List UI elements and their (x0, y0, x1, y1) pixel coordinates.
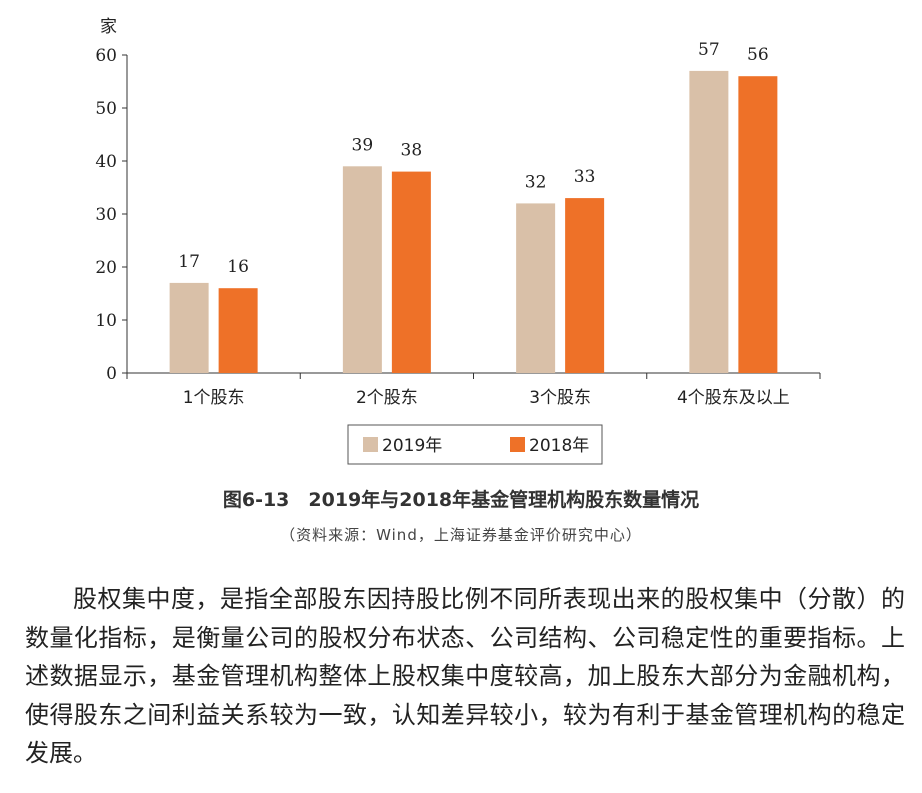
bar (738, 76, 778, 373)
y-axis: 0 10 20 30 40 50 60 (95, 46, 128, 384)
y-tick-label: 10 (95, 311, 117, 331)
y-tick-label: 0 (106, 364, 117, 384)
bar-value-label: 32 (525, 172, 547, 192)
figure-source: （资料来源：Wind，上海证券基金评价研究中心） (280, 526, 642, 544)
bar (169, 282, 209, 373)
y-tick-label: 20 (95, 258, 117, 278)
bar-value-label: 39 (352, 135, 374, 155)
x-axis: 1个股东 2个股东 3个股东 4个股东及以上 (126, 372, 821, 408)
figure-title: 图6-13 2019年与2018年基金管理机构股东数量情况 (222, 489, 700, 511)
bar-value-label: 33 (574, 167, 596, 187)
legend: 2019年 2018年 (347, 424, 603, 465)
legend-swatch (363, 437, 378, 452)
bar-value-label: 57 (698, 40, 720, 60)
legend-box (347, 424, 603, 465)
bar (516, 203, 556, 373)
y-tick-label: 50 (95, 99, 117, 119)
bar-value-label: 17 (178, 252, 200, 272)
bar (689, 70, 729, 374)
body-paragraph: 股权集中度，是指全部股东因持股比例不同所表现出来的股权集中（分散）的数量化指标，… (25, 585, 905, 767)
x-category-label: 4个股东及以上 (677, 388, 790, 408)
bar-chart: 家 0 10 20 30 40 50 60 1个股东 2个股东 3个股东 4个股东及以上 17 16… (95, 17, 821, 465)
bar (218, 288, 258, 373)
legend-swatch (510, 437, 525, 452)
y-tick-label: 40 (95, 152, 117, 172)
bar-value-label: 16 (227, 257, 249, 277)
x-category-label: 1个股东 (183, 388, 245, 408)
x-category-label: 2个股东 (356, 388, 418, 408)
x-category-label: 3个股东 (529, 388, 591, 408)
bar (391, 171, 431, 373)
bar-value-label: 38 (401, 141, 423, 161)
y-tick-label: 30 (95, 205, 117, 225)
y-axis-unit-label: 家 (100, 17, 117, 37)
bar-value-label: 56 (747, 45, 769, 65)
bars: 17 16 39 38 32 33 57 56 (169, 40, 778, 374)
legend-label: 2018年 (529, 436, 589, 456)
y-tick-label: 60 (95, 46, 117, 66)
bar (342, 166, 382, 373)
legend-label: 2019年 (382, 436, 442, 456)
bar (565, 198, 605, 373)
